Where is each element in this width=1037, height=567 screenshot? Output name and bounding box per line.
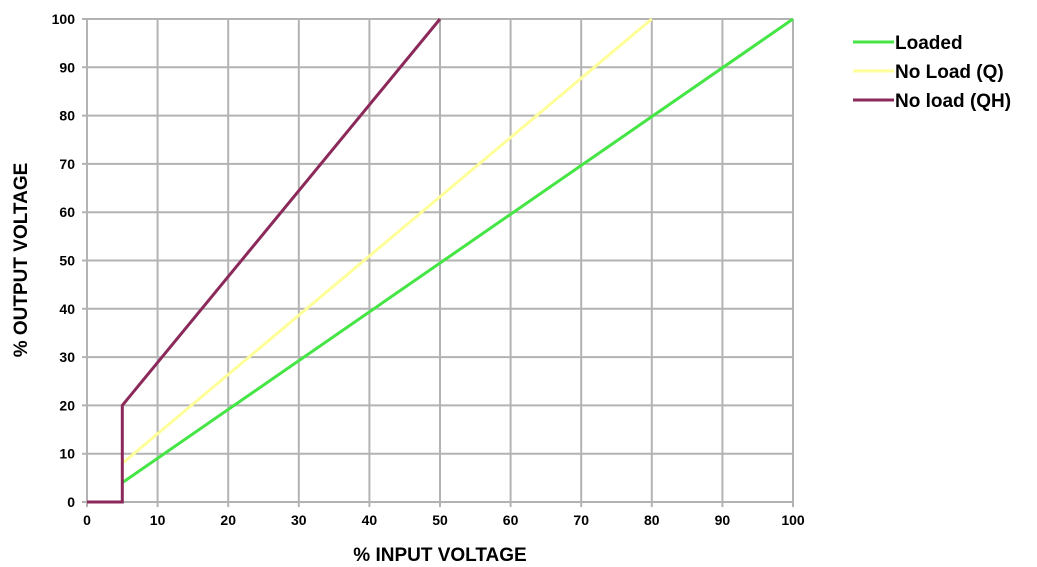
y-tick-label: 0 <box>67 494 75 510</box>
x-axis-title: % INPUT VOLTAGE <box>353 545 526 566</box>
y-tick-label: 60 <box>59 204 75 220</box>
series-line-2 <box>121 17 653 465</box>
y-tick-label: 80 <box>59 108 75 124</box>
x-tick-label: 30 <box>291 512 307 528</box>
y-tick-label: 50 <box>59 253 75 269</box>
x-tick-label: 40 <box>362 512 378 528</box>
x-tick-labels: 0 10 20 30 40 50 60 70 80 90 100 <box>83 512 805 528</box>
x-tick-label: 90 <box>715 512 731 528</box>
y-tick-label: 30 <box>59 349 75 365</box>
x-tick-label: 70 <box>573 512 589 528</box>
legend: Loaded No Load (Q) No load (QH) <box>853 33 1011 112</box>
y-tick-label: 70 <box>59 156 75 172</box>
series-line-1 <box>121 17 794 484</box>
x-tick-label: 50 <box>432 512 448 528</box>
series-lines <box>87 17 794 504</box>
x-tick-label: 60 <box>503 512 519 528</box>
x-tick-label: 100 <box>781 512 805 528</box>
legend-label: No load (QH) <box>895 91 1011 112</box>
x-tick-label: 80 <box>644 512 660 528</box>
x-tick-label: 20 <box>220 512 236 528</box>
grid <box>82 18 794 507</box>
y-tick-label: 100 <box>52 11 76 27</box>
legend-label: No Load (Q) <box>895 62 1004 83</box>
x-tick-label: 0 <box>83 512 91 528</box>
y-tick-label: 10 <box>59 446 75 462</box>
legend-label: Loaded <box>895 33 963 54</box>
y-tick-labels: 0 10 20 30 40 50 60 70 80 90 100 <box>52 11 76 510</box>
series-line-3 <box>87 18 442 504</box>
y-tick-label: 90 <box>59 59 75 75</box>
x-tick-label: 10 <box>150 512 166 528</box>
y-tick-label: 20 <box>59 397 75 413</box>
y-axis-title: % OUTPUT VOLTAGE <box>11 163 32 358</box>
y-tick-label: 40 <box>59 301 75 317</box>
